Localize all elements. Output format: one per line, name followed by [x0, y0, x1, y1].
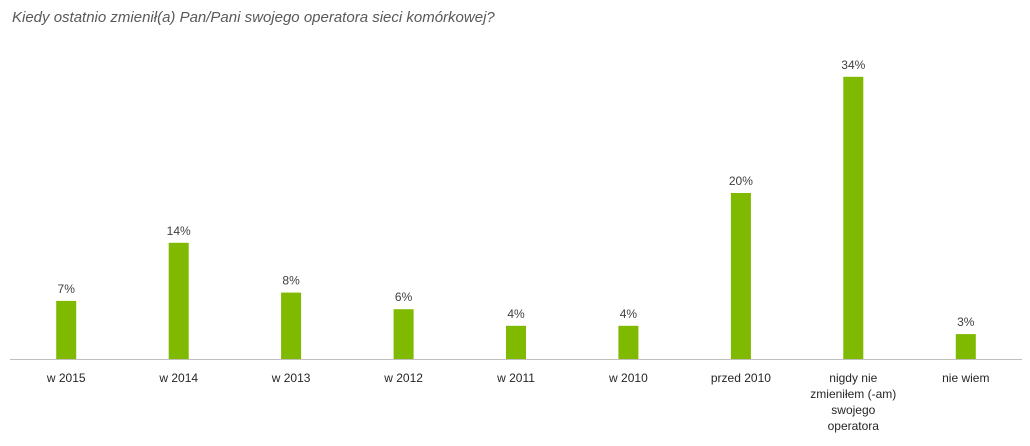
bar-value-label: 8% [282, 274, 300, 288]
bar-value-label: 7% [58, 282, 76, 296]
bar [843, 76, 864, 360]
category-label: w 2014 [158, 371, 198, 385]
category-label-line: w 2011 [496, 371, 535, 385]
category-label-line: operatora [828, 419, 880, 433]
category-label: w 2011 [496, 371, 535, 385]
bar [168, 242, 189, 359]
bar [393, 309, 414, 359]
category-label: przed 2010 [711, 371, 771, 385]
bars-group: 7% 14% 8% 6% 4% 4% 20% 34% 3% [56, 58, 976, 360]
category-label: w 2013 [271, 371, 311, 385]
category-label-line: swojego [831, 403, 875, 417]
category-label: nigdy nie zmieniłem (-am) swojego operatora [810, 371, 896, 433]
category-label-line: nie wiem [942, 371, 989, 385]
bar [955, 334, 976, 359]
category-label: w 2015 [46, 371, 86, 385]
category-label: w 2010 [608, 371, 648, 385]
category-labels-group: w 2015 w 2014 w 2013 w 2012 w 2011 w 2010 prze… [46, 371, 990, 433]
chart-title: Kiedy ostatnio zmienił(a) Pan/Pani swoje… [12, 9, 495, 26]
category-label-line: w 2010 [608, 371, 648, 385]
category-label-line: w 2015 [46, 371, 86, 385]
bar-value-label: 4% [507, 307, 525, 321]
bar [506, 325, 526, 359]
category-label-line: w 2013 [271, 371, 311, 385]
category-label-line: nigdy nie [829, 371, 877, 385]
bar-value-label: 14% [167, 224, 191, 238]
category-label-line: w 2014 [158, 371, 198, 385]
category-label-line: w 2012 [383, 371, 423, 385]
bar-value-label: 4% [620, 307, 638, 321]
bar-value-label: 20% [729, 174, 753, 188]
bar-value-label: 34% [841, 58, 865, 72]
bar [281, 292, 302, 359]
category-label-line: przed 2010 [711, 371, 771, 385]
bar-value-label: 6% [395, 290, 413, 304]
bar-value-label: 3% [957, 315, 975, 329]
bar [730, 193, 751, 359]
category-label-line: zmieniłem (-am) [810, 387, 896, 401]
bar [618, 325, 639, 359]
category-label: w 2012 [383, 371, 423, 385]
bar [56, 300, 77, 359]
category-label: nie wiem [942, 371, 989, 385]
